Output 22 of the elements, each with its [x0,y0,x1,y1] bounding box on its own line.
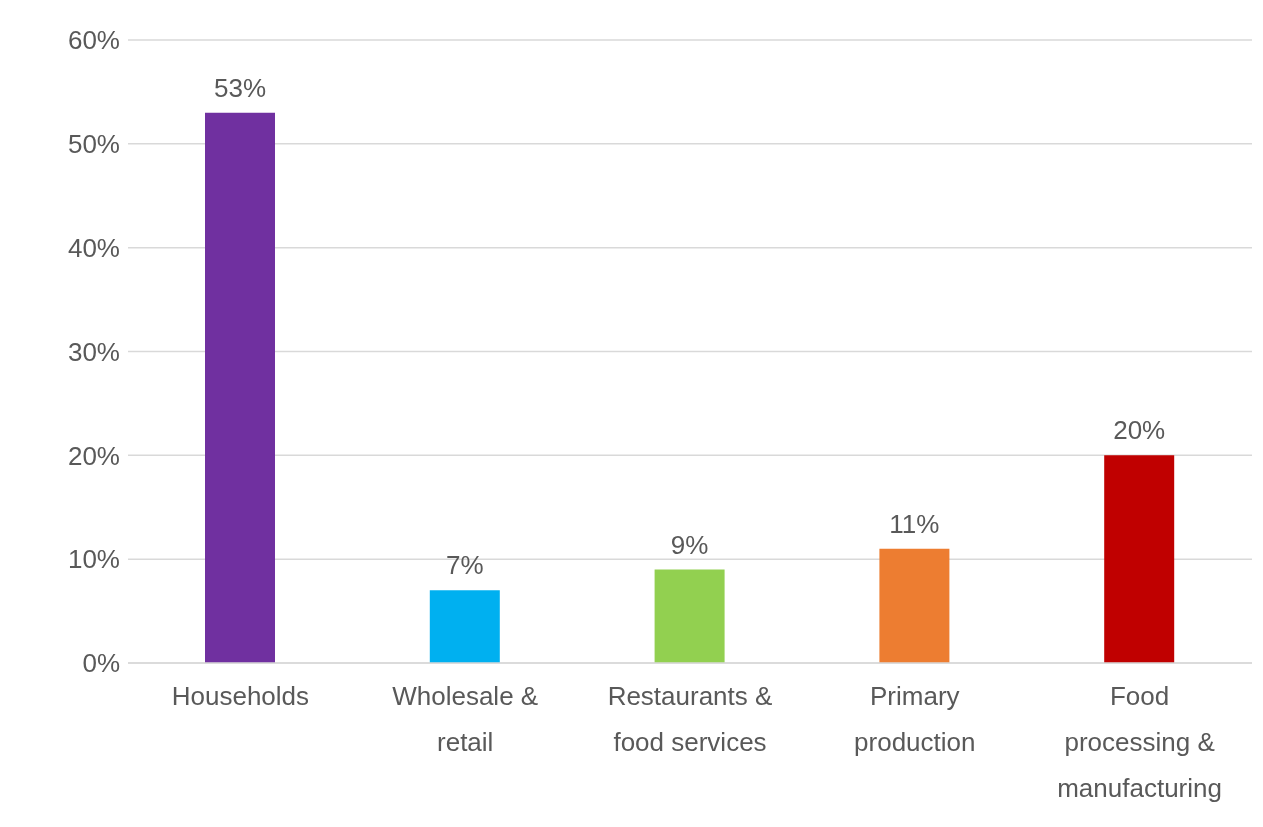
y-tick-label: 40% [67,232,120,263]
bar [1104,455,1175,663]
y-tick-label: 30% [67,336,120,367]
data-label: 11% [889,508,940,539]
y-tick-label: 10% [67,544,120,575]
x-tick-label: Households [171,681,310,711]
bar [429,590,500,663]
x-tick-label: Wholesale & retail [392,681,539,757]
data-label: 53% [213,72,267,103]
data-label: 20% [1113,415,1166,446]
x-tick-label: Primary production [854,681,976,757]
bar [654,569,725,663]
data-label: 7% [446,550,484,581]
y-tick-label: 50% [67,129,120,160]
y-tick-label: 0% [82,648,120,679]
x-tick-label: Food processing & manufacturing [1057,681,1222,803]
y-tick-label: 60% [67,25,120,56]
x-tick-label: Restaurants & food services [607,681,773,757]
bar [879,548,950,663]
data-label: 9% [670,529,709,560]
y-tick-label: 20% [67,440,120,471]
bar [205,112,275,663]
